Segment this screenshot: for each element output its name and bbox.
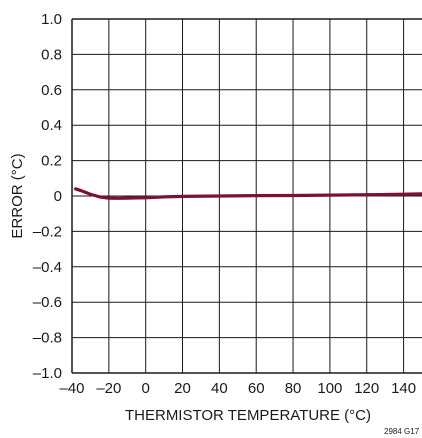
y-tick-label: –0.2 bbox=[33, 223, 62, 240]
y-tick-label: 0.4 bbox=[41, 117, 62, 134]
y-tick-label: –0.6 bbox=[33, 294, 62, 311]
y-tick-label: 0.8 bbox=[41, 46, 62, 63]
series-group bbox=[74, 187, 422, 200]
x-tick-label: 20 bbox=[174, 380, 191, 397]
y-tick-label: 0.2 bbox=[41, 153, 62, 170]
x-tick-label: 80 bbox=[285, 380, 302, 397]
error-series-line bbox=[74, 187, 422, 200]
x-tick-label: 120 bbox=[354, 380, 379, 397]
y-tick-label: –1.0 bbox=[33, 365, 62, 382]
y-tick-label: –0.8 bbox=[33, 330, 62, 347]
y-tick-labels: 1.0 0.8 0.6 0.4 0.2 0 –0.2 –0.4 –0.6 –0.8 –1.0 bbox=[33, 11, 62, 382]
x-tick-label: –40 bbox=[59, 380, 84, 397]
x-tick-label: 40 bbox=[211, 380, 228, 397]
x-tick-label: –20 bbox=[96, 380, 121, 397]
y-tick-label: 1.0 bbox=[41, 11, 62, 28]
x-tick-label: 60 bbox=[248, 380, 265, 397]
y-tick-label: 0 bbox=[54, 188, 62, 205]
x-axis-label: THERMISTOR TEMPERATURE (°C) bbox=[125, 407, 371, 424]
x-tick-labels: –40 –20 0 20 40 60 80 100 120 140 bbox=[59, 380, 416, 397]
figure-code: 2984 G17 bbox=[384, 427, 420, 436]
x-tick-label: 0 bbox=[142, 380, 150, 397]
plot-frame bbox=[71, 18, 422, 374]
x-tick-label: 140 bbox=[391, 380, 416, 397]
y-axis-label: ERROR (°C) bbox=[9, 153, 26, 238]
x-tick-label: 100 bbox=[317, 380, 342, 397]
y-tick-label: 0.6 bbox=[41, 82, 62, 99]
y-tick-label: –0.4 bbox=[33, 259, 62, 276]
